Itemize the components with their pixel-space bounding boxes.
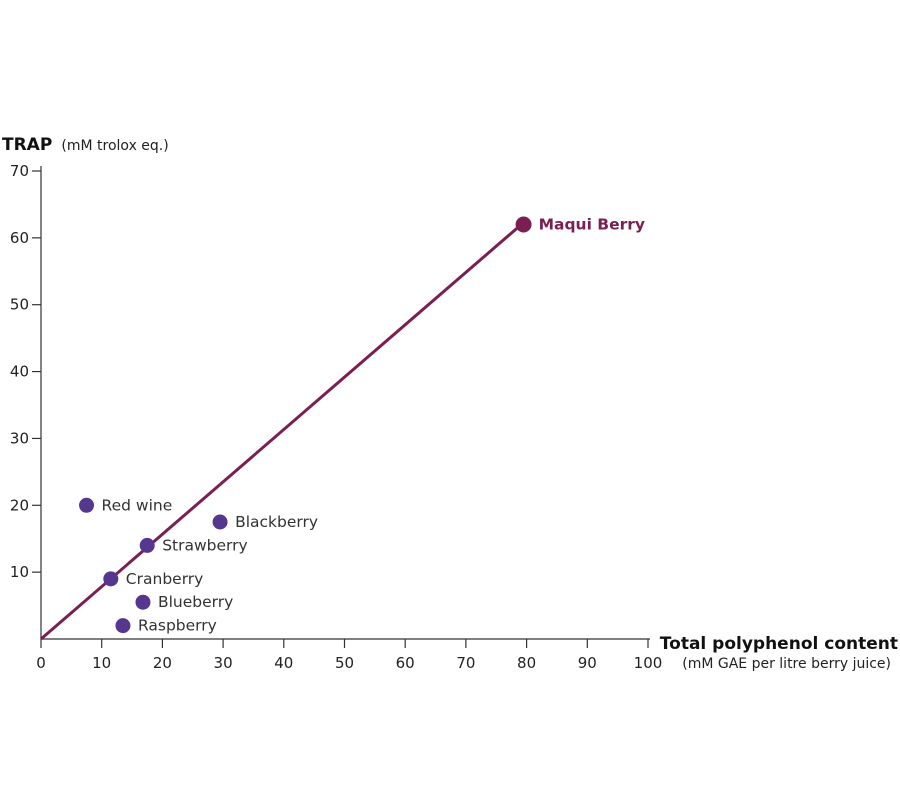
data-point-label: Raspberry	[138, 617, 217, 635]
data-point	[103, 571, 119, 587]
y-tick-label: 20	[10, 496, 29, 514]
y-tick-label: 30	[10, 429, 29, 447]
y-tick-label: 10	[10, 563, 29, 581]
data-point-label: Cranberry	[126, 570, 204, 588]
data-point-label: Maqui Berry	[539, 215, 645, 233]
y-axis-label: TRAP	[2, 135, 52, 155]
data-point	[212, 514, 228, 530]
x-tick-label: 80	[517, 654, 536, 672]
x-tick-label: 100	[634, 654, 663, 672]
y-axis-title: TRAP (mM trolox eq.)	[2, 135, 169, 155]
axes	[40, 166, 650, 640]
x-tick-label: 60	[396, 654, 415, 672]
trendline	[40, 226, 519, 641]
x-tick-label: 10	[92, 654, 111, 672]
y-tick-label: 70	[10, 162, 29, 180]
x-tick-label: 40	[274, 654, 293, 672]
data-points: Red wine Blackberry Strawberry Cranberry Blu…	[79, 215, 645, 635]
y-tick-label: 40	[10, 363, 29, 381]
y-ticks: 10 20 30 40 50 60 70	[10, 162, 41, 581]
data-point-label: Red wine	[102, 496, 173, 514]
x-axis-label: Total polyphenol content	[660, 634, 898, 654]
y-tick-label: 60	[10, 229, 29, 247]
x-tick-label: 70	[456, 654, 475, 672]
data-point-label: Strawberry	[162, 536, 248, 554]
x-tick-label: 50	[335, 654, 354, 672]
x-axis-unit: (mM GAE per litre berry juice)	[682, 656, 891, 672]
x-tick-label: 20	[153, 654, 172, 672]
data-point-label: Blackberry	[235, 513, 318, 531]
x-tick-label: 30	[214, 654, 233, 672]
data-point	[139, 537, 155, 553]
y-tick-label: 50	[10, 296, 29, 314]
x-tick-label: 0	[36, 654, 46, 672]
data-point-label: Blueberry	[158, 593, 233, 611]
y-axis-unit: (mM trolox eq.)	[61, 138, 168, 154]
x-ticks: 0 10 20 30 40 50 60 70 80 90 100	[36, 639, 662, 672]
x-tick-label: 90	[578, 654, 597, 672]
data-point	[515, 216, 532, 233]
data-point	[115, 618, 131, 634]
data-point	[135, 594, 151, 610]
data-point	[79, 497, 95, 513]
